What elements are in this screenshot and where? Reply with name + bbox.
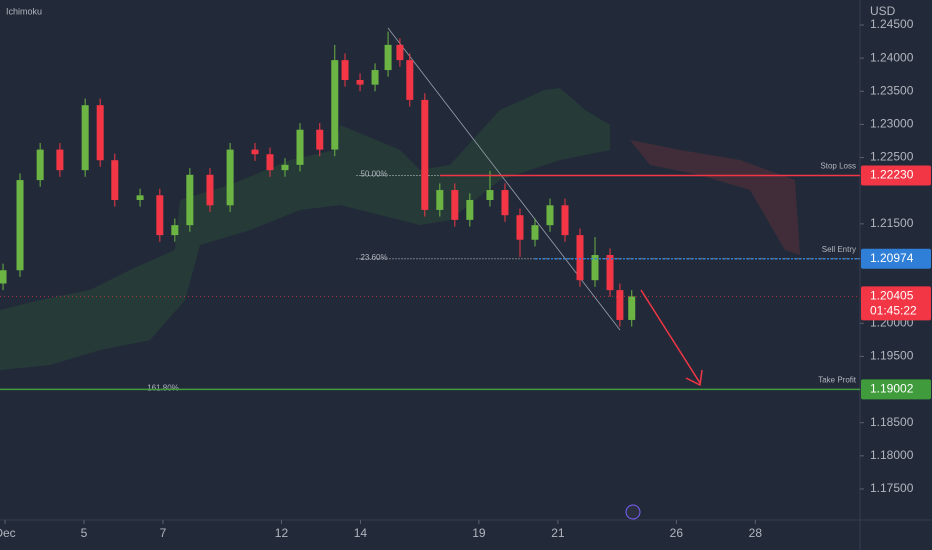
candle-body	[331, 60, 339, 150]
candle-body	[561, 205, 569, 236]
candle-body	[16, 180, 24, 271]
indicator-label: Ichimoku	[6, 6, 42, 16]
x-tick-label: 12	[275, 526, 289, 540]
candle-body	[136, 195, 144, 200]
candle-body	[616, 290, 624, 320]
candle-body	[396, 44, 404, 61]
candle-body	[546, 205, 554, 226]
candle-body	[171, 225, 179, 236]
y-tick-label: 1.23000	[870, 117, 914, 131]
x-tick-label: 14	[354, 526, 368, 540]
candle-body	[36, 149, 44, 181]
x-tick-label: 19	[472, 526, 486, 540]
candle-body	[56, 149, 64, 171]
candle-body	[96, 105, 104, 161]
x-tick-label: Dec	[0, 526, 16, 540]
level-badge	[861, 165, 931, 186]
level-badge-label: 1.20974	[870, 251, 914, 265]
candle-body	[81, 105, 89, 171]
candle-body	[486, 190, 494, 200]
candle-body	[606, 254, 614, 291]
candle-body	[281, 164, 289, 171]
candle-body	[111, 160, 119, 200]
candle-body	[451, 190, 459, 220]
arrow	[640, 289, 701, 384]
level-badge	[861, 379, 931, 400]
x-tick-label: 5	[81, 526, 88, 540]
level-name: Take Profit	[818, 376, 857, 385]
current-price-label: 1.20405	[870, 289, 914, 303]
candle-body	[591, 254, 599, 281]
candle-body	[0, 270, 7, 284]
y-tick-label: 1.19500	[870, 349, 914, 363]
candle-body	[296, 129, 304, 165]
x-tick-label: 28	[749, 526, 763, 540]
y-tick-label: 1.23500	[870, 83, 914, 97]
candle-body	[576, 235, 584, 281]
y-tick-label: 1.21500	[870, 216, 914, 230]
candle-body	[501, 190, 509, 216]
y-tick-label: 1.24000	[870, 50, 914, 64]
candle-body	[436, 190, 444, 210]
candle-body	[226, 149, 234, 206]
level-badge	[861, 248, 931, 269]
y-tick-label: 1.18000	[870, 448, 914, 462]
fib-label: 161.80%	[147, 384, 179, 393]
candle-body	[516, 215, 524, 240]
candle-body	[186, 174, 194, 226]
candle-body	[316, 129, 324, 150]
candle-body	[251, 149, 259, 155]
arrow-head	[685, 369, 703, 387]
level-name: Sell Entry	[822, 245, 856, 254]
level-badge-label: 1.22230	[870, 168, 914, 182]
x-tick-label: 7	[160, 526, 167, 540]
ichimoku-cloud-green	[0, 88, 610, 370]
x-tick-label: 21	[551, 526, 565, 540]
current-price-badge	[861, 286, 931, 321]
candle-body	[406, 60, 414, 100]
candle-body	[266, 154, 274, 171]
y-tick-label: 1.18500	[870, 415, 914, 429]
candle-body	[341, 60, 349, 81]
fib-label: 23.60%	[360, 253, 387, 262]
level-name: Stop Loss	[820, 162, 856, 171]
y-tick-label: 1.17500	[870, 481, 914, 495]
candle-body	[206, 174, 214, 206]
candle-body	[356, 80, 364, 85]
y-tick-label: 1.24500	[870, 17, 914, 31]
candle-body	[466, 199, 474, 220]
candle-body	[384, 44, 392, 71]
fib-label: 50.00%	[360, 170, 387, 179]
candle-body	[156, 195, 164, 236]
candle-body	[628, 296, 636, 320]
level-badge-label: 1.19002	[870, 382, 914, 396]
x-tick-label: 26	[670, 526, 684, 540]
countdown: 01:45:22	[870, 304, 917, 318]
y-tick-label: 1.22500	[870, 150, 914, 164]
candle-body	[421, 99, 429, 210]
candle-body	[531, 225, 539, 240]
event-icon[interactable]	[625, 504, 641, 520]
ichimoku-cloud-red	[630, 140, 800, 255]
candle-body	[371, 70, 379, 85]
currency-label: USD	[870, 4, 896, 18]
